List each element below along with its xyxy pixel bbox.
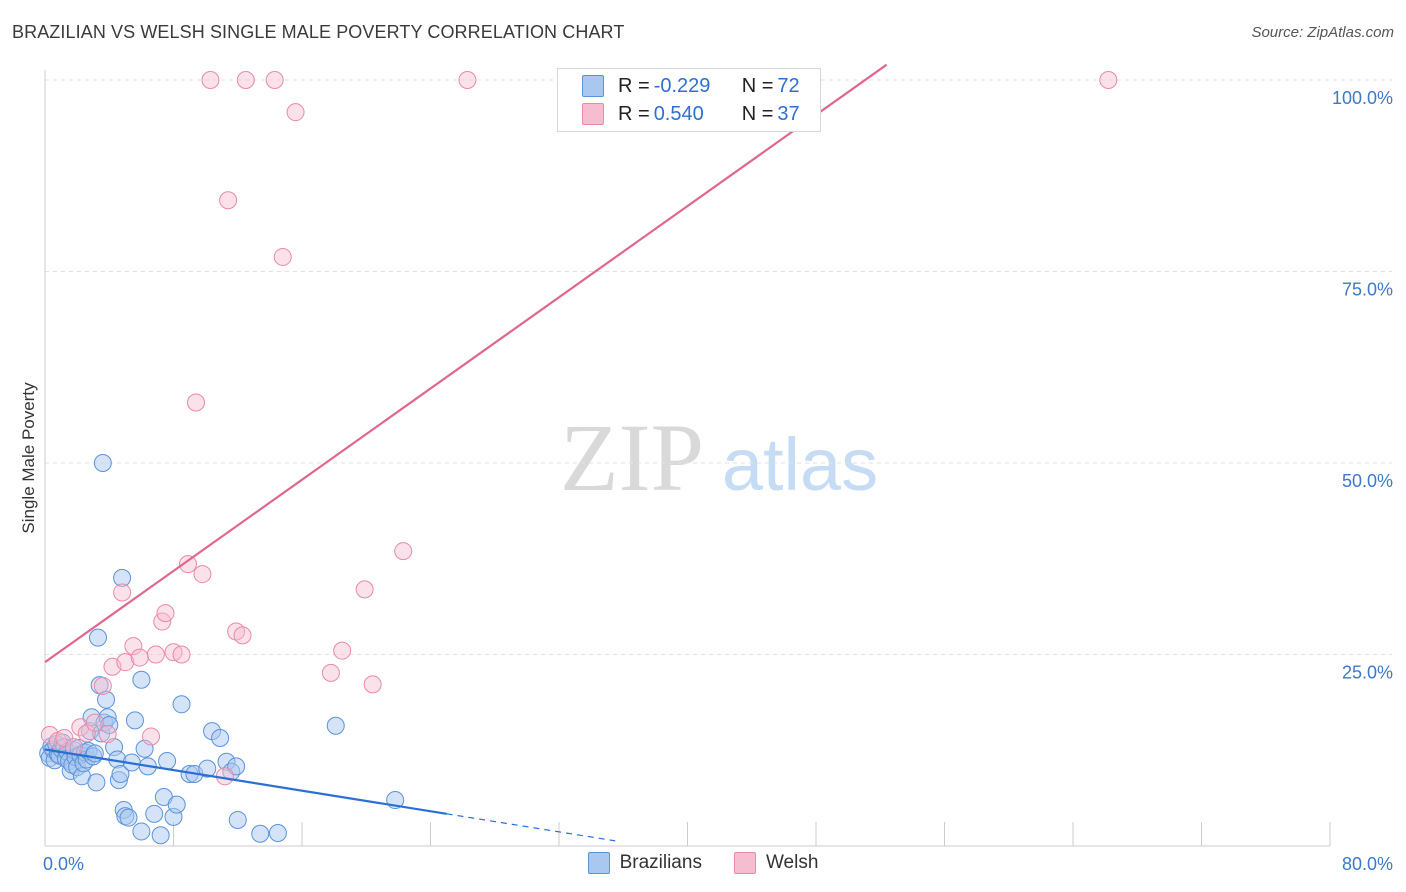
y-tick-label: 75.0% (1342, 280, 1393, 300)
brazilians-point (111, 764, 130, 783)
welsh-point (93, 676, 112, 695)
brazilians-point (89, 628, 108, 647)
r-label: R = (618, 102, 650, 125)
y-tick-label: 25.0% (1342, 663, 1393, 683)
brazilians-point (251, 824, 270, 843)
brazilians-point (211, 728, 230, 747)
brazilians-point (158, 751, 177, 770)
brazilians-point (198, 759, 217, 778)
brazilians-point (167, 795, 186, 814)
brazilians-point (132, 822, 151, 841)
n-value-welsh: 37 (777, 102, 800, 125)
n-label: N = (741, 102, 774, 125)
brazilians-trend-extension (446, 813, 616, 842)
chart-title: BRAZILIAN VS WELSH SINGLE MALE POVERTY C… (12, 22, 625, 42)
welsh-swatch (733, 852, 756, 874)
welsh-point (124, 637, 143, 656)
brazilians-point (97, 690, 116, 709)
brazilians-trend-line (44, 748, 447, 815)
welsh-swatch (582, 103, 604, 125)
brazilians-point (100, 715, 119, 734)
welsh-points (40, 71, 1118, 786)
trend-lines (44, 63, 888, 842)
legend-row-brazilians: R = -0.229 N = 72 (582, 73, 800, 99)
stats-legend: R = -0.229 N = 72 R = 0.540 N = 37 (557, 68, 821, 132)
grid-lines (45, 79, 1392, 655)
legend-label-welsh: Welsh (765, 852, 819, 873)
brazilians-point (228, 810, 247, 829)
legend-item-welsh[interactable]: Welsh (733, 852, 819, 874)
series-legend: Brazilians Welsh (0, 852, 1406, 874)
legend-row-welsh: R = 0.540 N = 37 (582, 101, 800, 127)
watermark-atlas: atlas (722, 423, 878, 506)
brazilians-swatch (587, 852, 610, 874)
welsh-point (146, 645, 165, 664)
welsh-point (333, 641, 352, 660)
welsh-point (156, 604, 175, 623)
r-label: R = (618, 74, 650, 97)
brazilians-point (151, 826, 170, 845)
x-tick-label-min: 0.0% (43, 854, 84, 874)
welsh-point (178, 555, 197, 574)
brazilians-point (119, 808, 138, 827)
n-value-brazilians: 72 (777, 74, 800, 97)
n-label: N = (741, 74, 774, 97)
welsh-point (233, 626, 252, 645)
welsh-point (201, 71, 220, 89)
welsh-point (113, 583, 132, 602)
welsh-trend-line (44, 63, 888, 664)
welsh-point (219, 191, 238, 210)
source-label: Source: ZipAtlas.com (1251, 24, 1394, 41)
legend-label-brazilians: Brazilians (619, 852, 702, 873)
welsh-point (394, 542, 413, 561)
welsh-point (273, 247, 292, 266)
welsh-point (321, 663, 340, 682)
welsh-point (55, 728, 74, 747)
welsh-point (172, 645, 191, 664)
brazilians-point (132, 670, 151, 689)
brazilians-point (172, 695, 191, 714)
welsh-point (458, 71, 477, 89)
welsh-point (1099, 71, 1118, 89)
brazilians-point (93, 454, 112, 472)
welsh-point (98, 725, 117, 744)
r-value-brazilians: -0.229 (653, 74, 711, 97)
x-tick-label-max: 80.0% (1342, 854, 1393, 874)
welsh-point (186, 393, 205, 412)
brazilians-point (87, 773, 106, 792)
axes (44, 70, 1331, 847)
brazilians-point (268, 823, 287, 842)
welsh-point (142, 727, 161, 746)
welsh-point (363, 675, 382, 694)
welsh-point (64, 738, 83, 757)
r-value-welsh: 0.540 (653, 102, 704, 125)
y-tick-label: 50.0% (1342, 471, 1393, 491)
brazilians-swatch (582, 75, 604, 97)
brazilians-point (145, 804, 164, 823)
brazilians-point (227, 757, 246, 776)
brazilians-points (39, 454, 405, 845)
welsh-point (116, 653, 135, 672)
welsh-point (236, 71, 255, 89)
brazilians-point (326, 716, 345, 735)
welsh-point (85, 713, 104, 732)
welsh-point (130, 648, 149, 667)
welsh-point (286, 103, 305, 122)
welsh-point (265, 71, 284, 89)
y-axis-title: Single Male Poverty (19, 382, 38, 534)
watermark-zip: ZIP (560, 404, 704, 511)
axis-labels: 25.0% 50.0% 75.0% 100.0% 0.0% 80.0% Single Mal… (19, 88, 1393, 874)
brazilians-point (125, 711, 144, 730)
y-tick-label: 100.0% (1332, 88, 1393, 108)
brazilians-point (113, 568, 132, 587)
welsh-point (355, 580, 374, 599)
welsh-point (193, 565, 212, 584)
legend-item-brazilians[interactable]: Brazilians (587, 852, 702, 874)
